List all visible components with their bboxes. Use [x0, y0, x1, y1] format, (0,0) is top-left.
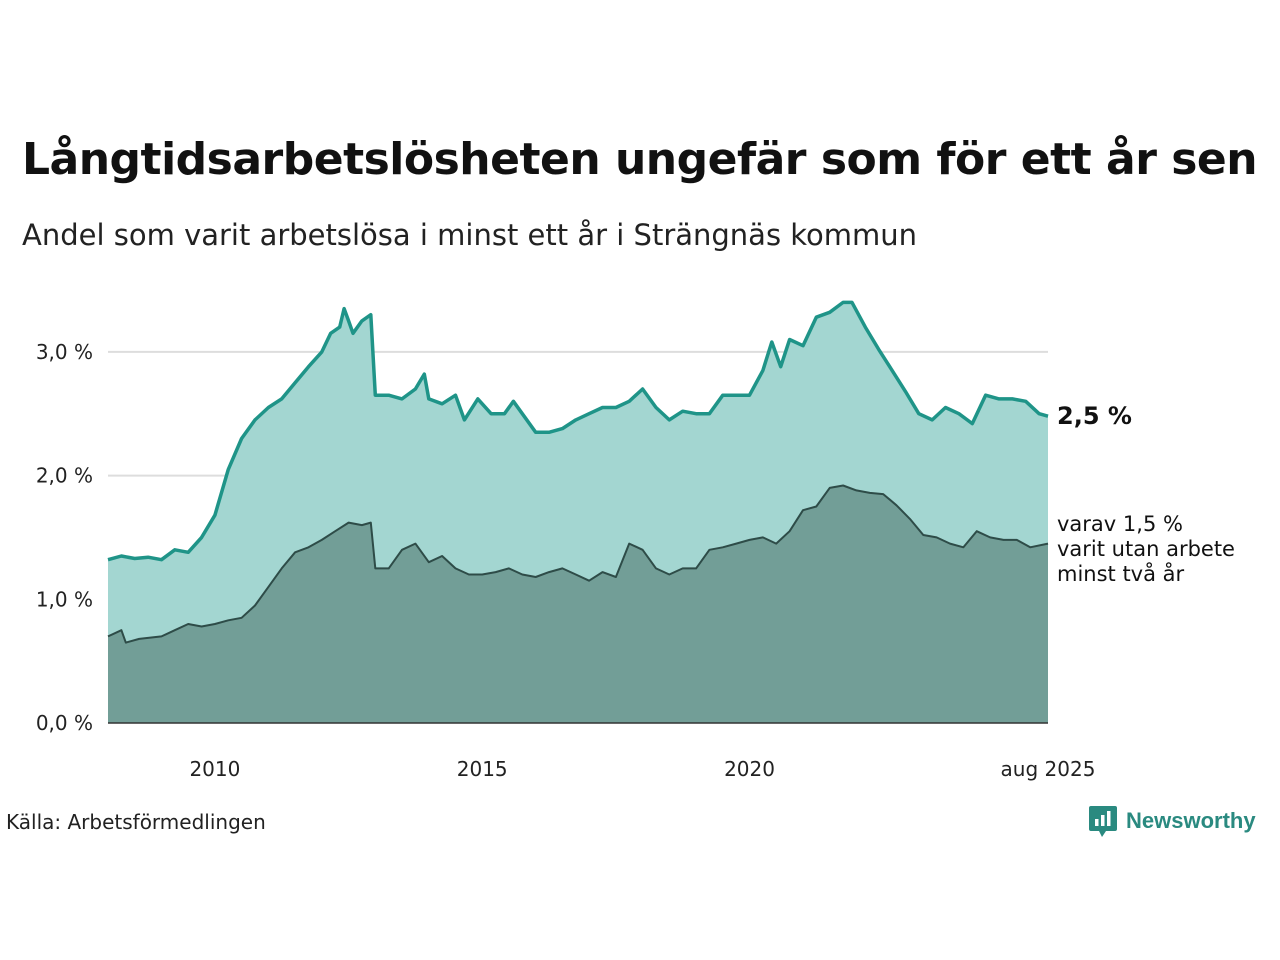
brand-name: Newsworthy	[1126, 808, 1256, 833]
x-tick-label: 2020	[724, 757, 775, 781]
x-axis: 2010 2015 2020 aug 2025	[189, 757, 1095, 781]
area-layer	[107, 300, 1049, 724]
x-tick-label: 2010	[189, 757, 240, 781]
y-tick-label: 2,0 %	[36, 464, 93, 488]
long-area	[108, 485, 1048, 723]
area-chart: 0,0 % 1,0 % 2,0 % 3,0 % 2010 2015 2020 aug 202…	[36, 300, 1242, 781]
brand-logo: Newsworthy	[1088, 804, 1256, 838]
newsworthy-logo-icon	[1089, 806, 1117, 837]
chart-title: Långtidsarbetslösheten ungefär som för e…	[22, 134, 1258, 185]
long-term-label-line-2: varit utan arbete	[1057, 537, 1235, 561]
total-value-label: 2,5 %	[1057, 402, 1132, 430]
total-line	[107, 300, 1049, 562]
long-term-value-label: varav 1,5 % varit utan arbete minst två …	[1057, 512, 1242, 586]
x-tick-label: aug 2025	[1001, 757, 1096, 781]
long-line	[107, 484, 1049, 644]
y-tick-label: 0,0 %	[36, 711, 93, 735]
source-note: Källa: Arbetsförmedlingen	[6, 810, 266, 834]
long-term-label-line-3: minst två år	[1057, 561, 1185, 586]
y-axis: 0,0 % 1,0 % 2,0 % 3,0 %	[36, 340, 93, 735]
y-tick-label: 1,0 %	[36, 587, 93, 611]
long-term-label-line-1: varav 1,5 %	[1057, 512, 1183, 536]
x-tick-label: 2015	[457, 757, 508, 781]
chart-subtitle: Andel som varit arbetslösa i minst ett å…	[22, 218, 918, 252]
y-tick-label: 3,0 %	[36, 340, 93, 364]
